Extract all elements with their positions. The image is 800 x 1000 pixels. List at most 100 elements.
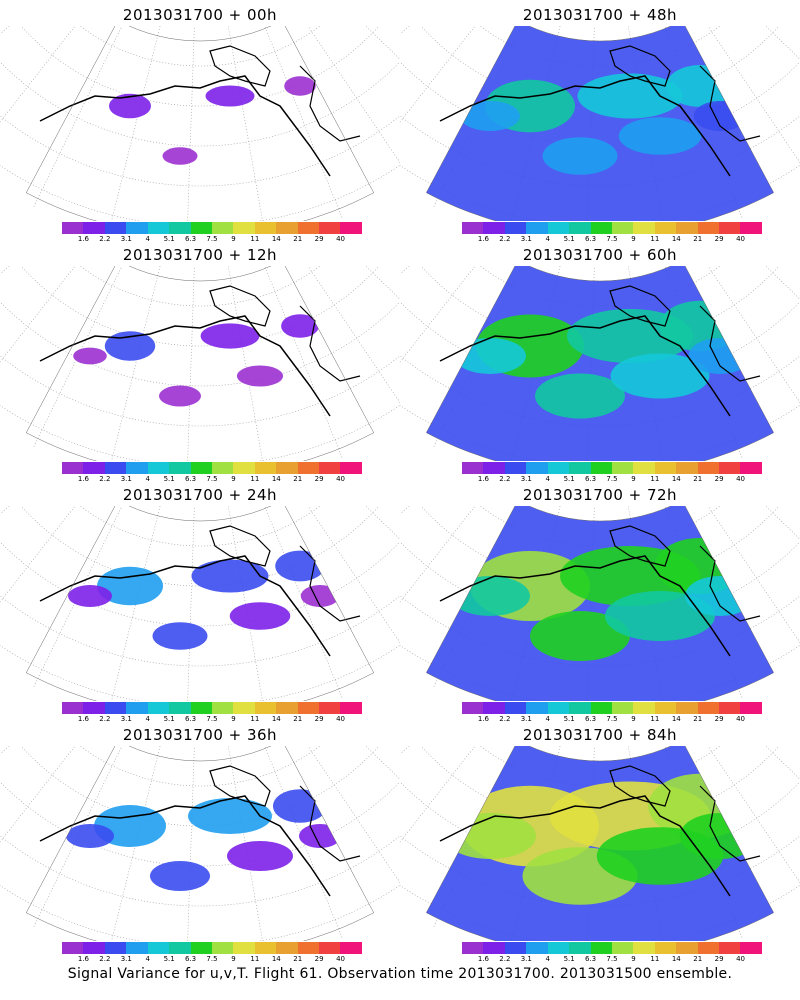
colorbar-swatch bbox=[654, 942, 677, 954]
colorbar-swatch bbox=[83, 702, 105, 714]
colorbar-swatch bbox=[547, 702, 570, 714]
colorbar-swatch bbox=[319, 942, 341, 954]
colorbar-swatch bbox=[654, 222, 677, 234]
colorbar-swatch bbox=[633, 702, 655, 714]
colorbar-swatch bbox=[462, 222, 484, 234]
colorbar-swatch bbox=[62, 702, 84, 714]
colorbar bbox=[62, 702, 362, 714]
colorbar-tick-label: 4 bbox=[145, 235, 150, 243]
colorbar-swatch bbox=[611, 942, 634, 954]
colorbar-tick-label: 4 bbox=[545, 475, 550, 483]
colorbar-swatch bbox=[211, 462, 234, 474]
figure-caption: Signal Variance for u,v,T. Flight 61. Ob… bbox=[67, 966, 733, 982]
colorbar-swatch bbox=[104, 942, 127, 954]
colorbar-tick-label: 9 bbox=[231, 715, 236, 723]
panel-title: 2013031700 + 72h bbox=[522, 486, 678, 504]
colorbar-swatch bbox=[126, 462, 148, 474]
colorbar-tick-label: 6.3 bbox=[184, 715, 197, 723]
colorbar-ticks: 1.6 2.2 3.1 4 5.1 6.3 7.5 9 11 14 21 29 40 bbox=[48, 955, 358, 965]
colorbar-tick-label: 21 bbox=[693, 715, 703, 723]
colorbar-tick-label: 1.6 bbox=[77, 475, 89, 483]
colorbar-tick-label: 1.6 bbox=[477, 235, 489, 243]
colorbar-tick-label: 14 bbox=[671, 715, 681, 723]
colorbar-swatch bbox=[697, 942, 720, 954]
colorbar-tick-label: 14 bbox=[271, 715, 281, 723]
colorbar-tick-label: 40 bbox=[736, 475, 746, 483]
colorbar-swatch bbox=[211, 222, 234, 234]
colorbar-swatch bbox=[483, 222, 505, 234]
colorbar-swatch bbox=[740, 942, 762, 954]
colorbar-ticks: 1.6 2.2 3.1 4 5.1 6.3 7.5 9 11 14 21 29 40 bbox=[448, 235, 758, 245]
colorbar-swatch bbox=[190, 462, 212, 474]
colorbar-swatch bbox=[569, 462, 591, 474]
map-panel: 2013031700 + 84h 1.6 2.2 3.1 4 5.1 6.3 7.5 9 11 14… bbox=[400, 720, 800, 964]
colorbar-tick-label: 7.5 bbox=[206, 475, 218, 483]
colorbar-swatch bbox=[104, 702, 127, 714]
colorbar-tick-label: 4 bbox=[145, 475, 150, 483]
colorbar-swatch bbox=[297, 222, 320, 234]
colorbar bbox=[462, 222, 762, 234]
colorbar-swatch bbox=[590, 462, 612, 474]
colorbar-tick-label: 2.2 bbox=[499, 475, 511, 483]
colorbar-tick-label: 3.1 bbox=[120, 955, 132, 963]
colorbar-swatch bbox=[211, 702, 234, 714]
colorbar-tick-label: 14 bbox=[271, 235, 281, 243]
colorbar-tick-label: 29 bbox=[714, 715, 724, 723]
colorbar bbox=[462, 462, 762, 474]
colorbar-tick-label: 6.3 bbox=[184, 475, 197, 483]
colorbar-tick-label: 4 bbox=[545, 235, 550, 243]
colorbar-swatch bbox=[504, 462, 527, 474]
colorbar-swatch bbox=[126, 222, 148, 234]
colorbar-tick-label: 3.1 bbox=[120, 715, 132, 723]
colorbar bbox=[62, 222, 362, 234]
colorbar-tick-label: 11 bbox=[650, 715, 660, 723]
colorbar-tick-label: 7.5 bbox=[206, 235, 218, 243]
colorbar-tick-label: 21 bbox=[293, 235, 303, 243]
colorbar-tick-label: 9 bbox=[231, 955, 236, 963]
colorbar-tick-label: 2.2 bbox=[499, 235, 511, 243]
colorbar-tick-label: 6.3 bbox=[584, 235, 597, 243]
colorbar-swatch bbox=[83, 222, 105, 234]
colorbar-tick-label: 14 bbox=[271, 475, 281, 483]
colorbar-ticks: 1.6 2.2 3.1 4 5.1 6.3 7.5 9 11 14 21 29 40 bbox=[48, 715, 358, 725]
colorbar-swatch bbox=[611, 462, 634, 474]
colorbar-tick-label: 3.1 bbox=[520, 475, 532, 483]
colorbar-tick-label: 9 bbox=[631, 475, 636, 483]
colorbar-swatch bbox=[526, 702, 548, 714]
colorbar-swatch bbox=[319, 462, 341, 474]
panel-title: 2013031700 + 60h bbox=[522, 246, 678, 264]
panel-title: 2013031700 + 36h bbox=[122, 726, 278, 744]
colorbar-swatch bbox=[633, 222, 655, 234]
colorbar-tick-label: 21 bbox=[293, 955, 303, 963]
colorbar-swatch bbox=[319, 702, 341, 714]
colorbar-tick-label: 21 bbox=[693, 955, 703, 963]
colorbar-tick-label: 14 bbox=[671, 475, 681, 483]
colorbar-tick-label: 29 bbox=[714, 475, 724, 483]
colorbar-swatch bbox=[697, 222, 720, 234]
colorbar-swatch bbox=[340, 462, 362, 474]
colorbar-swatch bbox=[190, 222, 212, 234]
colorbar-tick-label: 7.5 bbox=[606, 235, 618, 243]
colorbar-swatch bbox=[611, 702, 634, 714]
colorbar-tick-label: 4 bbox=[545, 715, 550, 723]
colorbar-swatch bbox=[547, 462, 570, 474]
colorbar-swatch bbox=[297, 462, 320, 474]
colorbar-tick-label: 14 bbox=[271, 955, 281, 963]
colorbar-swatch bbox=[169, 702, 191, 714]
colorbar-swatch bbox=[233, 702, 255, 714]
variance-map bbox=[400, 746, 800, 941]
colorbar-swatch bbox=[462, 462, 484, 474]
colorbar-swatch bbox=[526, 222, 548, 234]
colorbar-tick-label: 5.1 bbox=[563, 475, 575, 483]
colorbar-swatch bbox=[676, 702, 698, 714]
map-panel: 2013031700 + 72h 1.6 2.2 3.1 4 5.1 6.3 7.5 9 11 14… bbox=[400, 480, 800, 724]
panel-title: 2013031700 + 12h bbox=[122, 246, 278, 264]
colorbar-swatch bbox=[504, 222, 527, 234]
colorbar-tick-label: 3.1 bbox=[520, 235, 532, 243]
colorbar-swatch bbox=[633, 942, 655, 954]
colorbar-swatch bbox=[147, 702, 170, 714]
colorbar-swatch bbox=[569, 942, 591, 954]
colorbar-tick-label: 2.2 bbox=[499, 955, 511, 963]
colorbar-swatch bbox=[297, 702, 320, 714]
colorbar-tick-label: 2.2 bbox=[99, 475, 111, 483]
